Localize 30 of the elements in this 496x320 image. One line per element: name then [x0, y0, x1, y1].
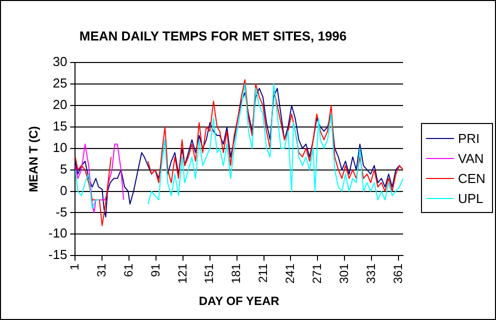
x-tick-label: 331 [364, 263, 378, 284]
x-tick-label: 91 [148, 263, 162, 277]
y-tick-label: -5 [56, 204, 68, 220]
legend-label: PRI [458, 130, 480, 146]
legend-label: UPL [458, 190, 484, 206]
x-tick-label: 301 [336, 263, 351, 284]
y-tick-label: 5 [60, 161, 68, 176]
x-tick-label: 361 [390, 263, 405, 284]
y-tick-label: -10 [48, 226, 68, 241]
y-tick-label: 25 [52, 76, 68, 91]
x-tick-label: 271 [310, 263, 324, 284]
legend-label: CEN [458, 170, 486, 186]
x-tick-label: 241 [283, 263, 298, 284]
y-tick-label: 30 [52, 54, 68, 70]
x-axis-title: DAY OF YEAR [198, 294, 280, 308]
x-tick-label: 181 [229, 263, 244, 284]
x-tick-label: 1 [68, 263, 82, 270]
y-tick-label: 15 [52, 118, 68, 134]
x-tick-label: 31 [94, 263, 108, 277]
legend-label: VAN [458, 150, 484, 166]
x-tick-label: 121 [175, 263, 190, 284]
chart-title: MEAN DAILY TEMPS FOR MET SITES, 1996 [79, 28, 347, 44]
x-tick-label: 211 [256, 263, 270, 283]
x-tick-label: 61 [121, 263, 136, 277]
y-axis-title: MEAN T (C) [26, 126, 41, 192]
y-tick-label: 10 [52, 140, 68, 155]
y-tick-label: 0 [60, 182, 68, 198]
y-tick-label: 20 [52, 97, 68, 112]
y-tick-label: -15 [48, 247, 68, 262]
x-tick-label: 151 [202, 263, 216, 284]
